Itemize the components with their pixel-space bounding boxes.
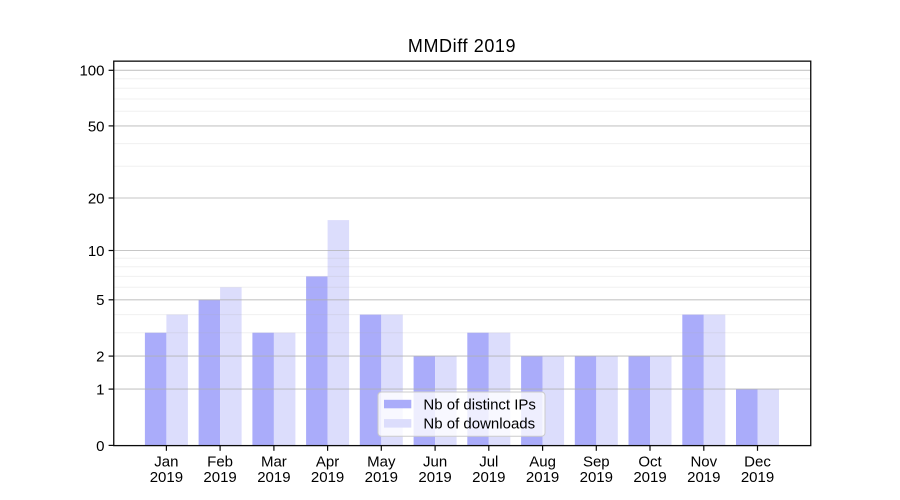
svg-text:Dec: Dec [744, 454, 771, 471]
svg-text:MMDiff 2019: MMDiff 2019 [408, 36, 516, 56]
svg-text:Jun: Jun [423, 454, 447, 471]
svg-text:Oct: Oct [638, 454, 662, 471]
svg-text:1: 1 [96, 382, 104, 399]
svg-text:Jul: Jul [479, 454, 498, 471]
svg-text:2019: 2019 [418, 469, 451, 486]
svg-text:Aug: Aug [529, 454, 556, 471]
svg-text:2: 2 [96, 349, 104, 366]
svg-text:Sep: Sep [583, 454, 610, 471]
svg-text:2019: 2019 [257, 469, 290, 486]
svg-text:2019: 2019 [580, 469, 613, 486]
svg-text:2019: 2019 [687, 469, 720, 486]
svg-text:Mar: Mar [261, 454, 287, 471]
svg-text:2019: 2019 [365, 469, 398, 486]
svg-text:May: May [367, 454, 396, 471]
svg-text:100: 100 [79, 63, 104, 80]
svg-text:2019: 2019 [526, 469, 559, 486]
svg-text:5: 5 [96, 292, 104, 309]
svg-text:2019: 2019 [741, 469, 774, 486]
svg-text:Apr: Apr [316, 454, 339, 471]
svg-text:2019: 2019 [311, 469, 344, 486]
svg-text:50: 50 [88, 118, 105, 135]
svg-text:0: 0 [96, 438, 104, 455]
svg-text:Nb of downloads: Nb of downloads [423, 416, 535, 433]
svg-text:Nov: Nov [690, 454, 717, 471]
svg-text:Nb of distinct IPs: Nb of distinct IPs [423, 396, 536, 413]
svg-text:2019: 2019 [150, 469, 183, 486]
svg-text:10: 10 [88, 243, 105, 260]
svg-text:2019: 2019 [633, 469, 666, 486]
svg-text:20: 20 [88, 190, 105, 207]
svg-text:2019: 2019 [203, 469, 236, 486]
svg-text:Feb: Feb [207, 454, 233, 471]
svg-text:Jan: Jan [154, 454, 178, 471]
svg-text:2019: 2019 [472, 469, 505, 486]
